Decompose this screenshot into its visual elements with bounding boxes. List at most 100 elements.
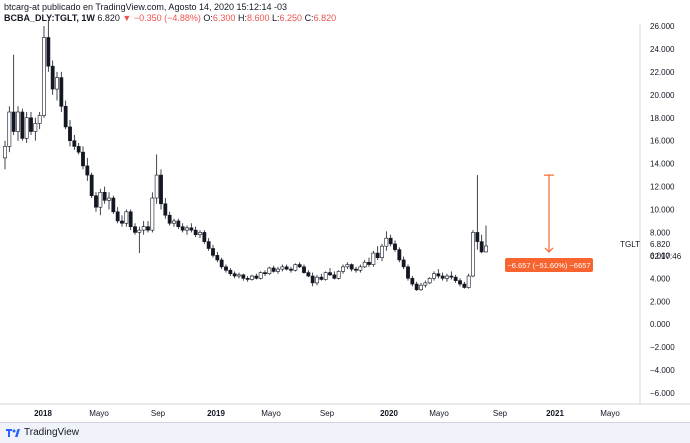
candle[interactable]	[46, 20, 51, 72]
candle[interactable]	[280, 264, 285, 272]
candle[interactable]	[202, 230, 207, 244]
candle[interactable]	[63, 100, 68, 130]
candle[interactable]	[276, 266, 280, 274]
candle[interactable]	[449, 271, 454, 280]
candle[interactable]	[59, 71, 64, 113]
candle[interactable]	[375, 246, 380, 260]
candle[interactable]	[419, 282, 423, 291]
candle[interactable]	[393, 240, 397, 252]
candle[interactable]	[241, 273, 246, 281]
candle[interactable]	[267, 266, 272, 275]
candle[interactable]	[462, 281, 467, 289]
candle[interactable]	[410, 276, 415, 287]
candle[interactable]	[159, 169, 163, 210]
candle[interactable]	[16, 106, 20, 141]
candle[interactable]	[484, 225, 488, 253]
candle[interactable]	[406, 264, 410, 281]
candle[interactable]	[471, 230, 475, 278]
candle[interactable]	[167, 211, 172, 226]
candle[interactable]	[397, 247, 402, 263]
symbol-label[interactable]: BCBA_DLY:TGLT, 1W	[4, 13, 95, 23]
candle[interactable]	[94, 192, 98, 212]
candle[interactable]	[68, 120, 72, 147]
candle[interactable]	[24, 112, 29, 143]
candle[interactable]	[380, 243, 384, 262]
candle[interactable]	[211, 245, 215, 258]
candle[interactable]	[81, 146, 85, 170]
candle[interactable]	[98, 188, 103, 216]
candle[interactable]	[232, 271, 237, 279]
candle[interactable]	[289, 266, 293, 273]
candle[interactable]	[354, 266, 358, 273]
candle[interactable]	[423, 280, 428, 288]
candle[interactable]	[319, 273, 324, 281]
candle[interactable]	[193, 226, 198, 238]
candle[interactable]	[154, 154, 159, 204]
candle[interactable]	[111, 195, 116, 215]
candle[interactable]	[76, 142, 81, 155]
candle[interactable]	[7, 106, 12, 153]
time-axis[interactable]: 2018 Mayo Sep 2019 Mayo Sep 2020 Mayo Sep 2021 May…	[34, 409, 620, 418]
candle[interactable]	[146, 220, 150, 233]
candle[interactable]	[215, 251, 220, 263]
candle[interactable]	[128, 209, 133, 231]
candle[interactable]	[345, 262, 350, 270]
candle[interactable]	[323, 271, 328, 281]
candle[interactable]	[341, 264, 345, 274]
candle[interactable]	[176, 218, 181, 229]
candle[interactable]	[388, 234, 393, 247]
candle[interactable]	[440, 272, 445, 281]
candle[interactable]	[29, 112, 33, 135]
candle[interactable]	[33, 117, 38, 141]
candle[interactable]	[42, 26, 46, 118]
candle[interactable]	[163, 198, 168, 219]
candlestick-chart[interactable]: −6.657 (−51.60%) −6657 26.000 24.000 22.00…	[0, 0, 690, 422]
candle[interactable]	[89, 172, 94, 199]
candle[interactable]	[336, 270, 341, 280]
candle[interactable]	[432, 271, 436, 281]
candle[interactable]	[124, 209, 129, 227]
candle[interactable]	[219, 257, 224, 270]
candle[interactable]	[37, 112, 42, 130]
candle[interactable]	[271, 265, 276, 273]
candle[interactable]	[180, 223, 185, 233]
candle[interactable]	[250, 274, 254, 281]
candle[interactable]	[384, 231, 389, 251]
candle[interactable]	[332, 271, 337, 280]
candle[interactable]	[458, 278, 462, 287]
candle[interactable]	[362, 259, 367, 268]
candle[interactable]	[453, 274, 458, 283]
candle[interactable]	[206, 238, 211, 251]
candle[interactable]	[102, 186, 107, 204]
candle[interactable]	[72, 134, 77, 150]
candle[interactable]	[133, 223, 137, 235]
candle[interactable]	[228, 267, 233, 277]
candle[interactable]	[237, 272, 241, 279]
candle[interactable]	[85, 157, 90, 181]
candle[interactable]	[258, 271, 263, 280]
candle[interactable]	[466, 273, 471, 289]
candle[interactable]	[189, 223, 194, 233]
candle[interactable]	[436, 269, 441, 279]
candle[interactable]	[302, 264, 306, 274]
candle[interactable]	[293, 263, 298, 272]
candle[interactable]	[284, 264, 289, 271]
candle[interactable]	[297, 262, 302, 268]
price-axis[interactable]: 26.000 24.000 22.000 20.000 18.000 16.000 14.0…	[650, 22, 675, 398]
candle[interactable]	[224, 264, 228, 273]
candle[interactable]	[401, 256, 406, 270]
candle[interactable]	[198, 230, 202, 239]
candle[interactable]	[3, 140, 7, 170]
candle[interactable]	[358, 264, 363, 273]
candle[interactable]	[263, 270, 267, 277]
candle[interactable]	[137, 226, 142, 254]
candle[interactable]	[427, 277, 432, 285]
candle[interactable]	[414, 281, 419, 291]
candle[interactable]	[11, 54, 16, 135]
candle[interactable]	[172, 218, 176, 227]
candle[interactable]	[50, 60, 55, 95]
candle[interactable]	[328, 267, 332, 277]
candle[interactable]	[306, 270, 311, 278]
candle[interactable]	[185, 225, 189, 235]
candle[interactable]	[107, 192, 111, 210]
